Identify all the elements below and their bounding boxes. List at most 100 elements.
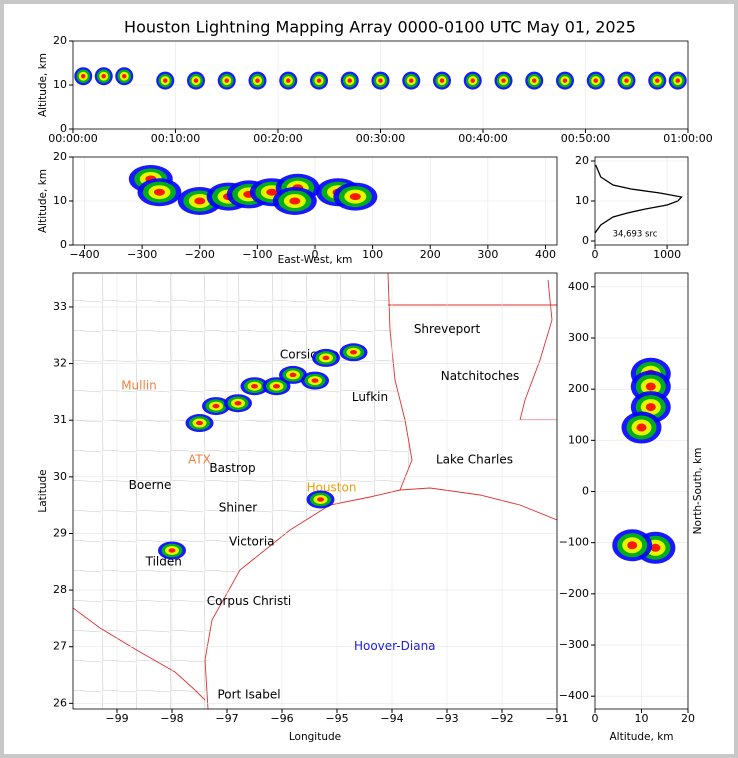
density-ring <box>224 78 229 83</box>
density-ring <box>636 423 647 432</box>
source-cluster <box>402 71 421 90</box>
density-ring <box>286 78 291 83</box>
density-ring <box>627 541 638 550</box>
place-label: Hoover-Diana <box>354 639 436 653</box>
density-ring <box>378 78 383 83</box>
density-ring <box>212 403 220 409</box>
plot-frame <box>594 156 689 246</box>
source-cluster <box>74 67 93 86</box>
y-tick-label: 400 <box>568 280 589 293</box>
x-tick-label: −400 <box>69 248 99 261</box>
y-tick-label: 28 <box>53 583 67 596</box>
y-tick-label: 0 <box>60 238 67 251</box>
x-tick-label: −200 <box>185 248 215 261</box>
density-ring <box>409 78 414 83</box>
place-label: Natchitoches <box>441 369 519 383</box>
y-axis-label: Latitude <box>37 469 49 512</box>
density-ring <box>532 78 537 83</box>
y-tick-label: 29 <box>53 526 67 539</box>
density-ring <box>655 78 660 83</box>
place-label: Port Isabel <box>217 687 280 701</box>
plot-frame <box>72 40 689 130</box>
y-tick-label: 10 <box>575 194 589 207</box>
density-ring <box>311 378 319 383</box>
source-cluster <box>556 71 574 90</box>
source-cluster <box>262 377 291 396</box>
density-ring <box>194 197 206 205</box>
x-tick-label: −100 <box>242 248 272 261</box>
y-tick-label: 30 <box>53 470 67 483</box>
source-cluster <box>333 182 378 211</box>
density-ring <box>347 78 352 83</box>
y-tick-label: 32 <box>53 357 67 370</box>
x-tick-label: −94 <box>380 712 403 725</box>
density-ring <box>122 73 127 79</box>
y-tick-label: 27 <box>53 640 67 653</box>
density-ring <box>645 403 656 412</box>
plot-frame <box>72 272 558 710</box>
y-tick-label: 100 <box>568 433 589 446</box>
x-tick-label: 0 <box>312 248 319 261</box>
density-ring <box>501 78 506 83</box>
source-cluster <box>668 71 687 90</box>
x-tick-label: 100 <box>362 248 383 261</box>
density-ring <box>193 78 199 83</box>
x-tick-label: −95 <box>325 712 348 725</box>
density-ring <box>645 382 656 391</box>
place-label: Bastrop <box>209 461 255 475</box>
density-ring <box>273 383 280 389</box>
annotation: 34,693 src <box>613 230 658 240</box>
source-cluster <box>301 371 329 390</box>
place-label: Boerne <box>129 478 172 492</box>
source-cluster <box>240 377 269 396</box>
density-ring <box>251 383 258 389</box>
x-tick-label: −96 <box>270 712 293 725</box>
y-tick-label: 20 <box>575 154 589 167</box>
x-tick-label: 00:10:00 <box>151 132 200 145</box>
x-tick-label: 300 <box>477 248 498 261</box>
x-tick-label: −91 <box>545 712 568 725</box>
density-ring <box>470 78 475 83</box>
source-cluster <box>433 71 451 90</box>
density-ring <box>675 78 680 83</box>
density-ring <box>317 497 324 502</box>
x-tick-label: −99 <box>105 712 128 725</box>
source-cluster <box>224 394 252 413</box>
x-tick-label: −93 <box>435 712 458 725</box>
y-axis-label: North-South, km <box>692 448 704 535</box>
place-label: Lufkin <box>352 390 388 404</box>
density-ring <box>196 420 203 426</box>
density-ring <box>316 78 322 83</box>
source-cluster <box>340 71 359 90</box>
density-ring <box>255 78 260 83</box>
source-cluster <box>202 397 230 416</box>
source-cluster <box>310 71 328 90</box>
x-axis-label: Altitude, km <box>609 731 673 743</box>
x-tick-label: 10 <box>635 712 649 725</box>
place-label: Corpus Christi <box>207 594 292 608</box>
y-tick-label: 26 <box>53 696 67 709</box>
x-tick-label: 01:00:00 <box>663 132 712 145</box>
density-ring <box>593 78 598 83</box>
source-cluster <box>248 71 267 90</box>
x-tick-label: −97 <box>215 712 238 725</box>
density-ring <box>81 73 86 79</box>
y-tick-label: 20 <box>53 34 67 47</box>
plot-frame <box>594 272 689 710</box>
title: Houston Lightning Mapping Array 0000-010… <box>124 18 636 37</box>
source-cluster <box>306 490 335 509</box>
source-cluster <box>272 187 317 215</box>
x-tick-label: 1000 <box>653 248 681 261</box>
y-tick-label: 20 <box>53 150 67 163</box>
density-ring <box>650 543 661 552</box>
x-tick-label: 20 <box>681 712 695 725</box>
source-cluster <box>137 178 182 207</box>
source-cluster <box>217 71 236 90</box>
y-tick-label: 0 <box>582 234 589 247</box>
place-label: Shreveport <box>414 322 481 336</box>
source-cluster <box>185 414 214 433</box>
x-tick-label: −92 <box>490 712 513 725</box>
y-tick-label: 0 <box>582 485 589 498</box>
source-cluster <box>371 71 390 90</box>
